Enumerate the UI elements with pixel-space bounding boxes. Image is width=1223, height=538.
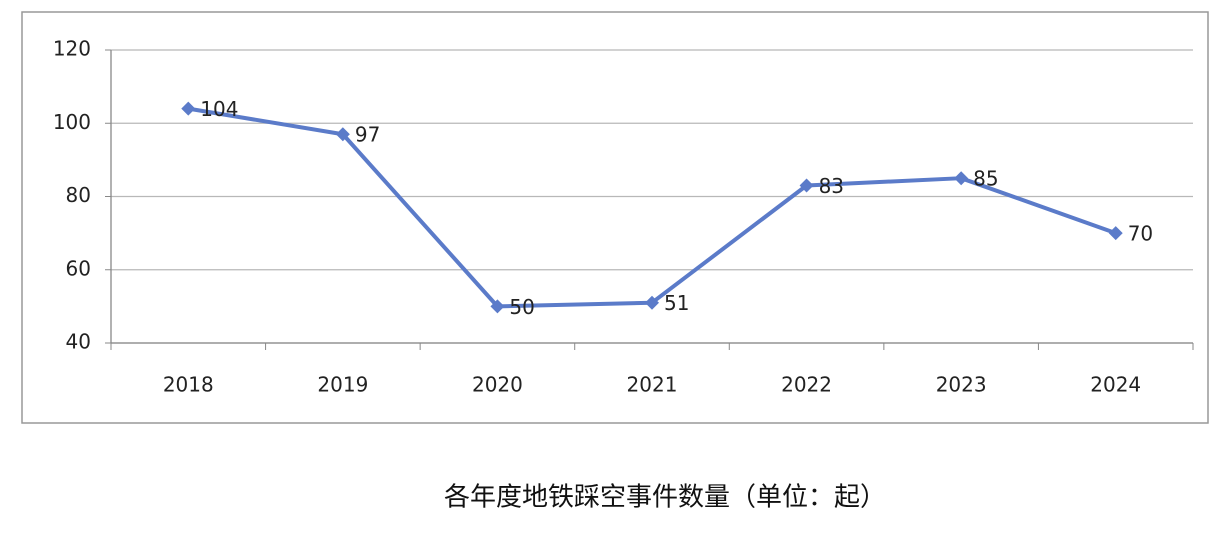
x-tick-label: 2018 [163, 373, 214, 397]
chart-caption: 各年度地铁踩空事件数量（单位：起） [444, 483, 886, 513]
x-tick-label: 2023 [936, 373, 987, 397]
data-label: 51 [664, 291, 689, 315]
y-tick-label: 40 [66, 330, 91, 354]
y-tick-label: 60 [66, 256, 91, 280]
chart-frame [21, 11, 1209, 424]
data-point [954, 171, 969, 186]
data-label: 50 [509, 295, 534, 319]
x-tick-label: 2022 [781, 373, 832, 397]
y-tick-label: 80 [66, 183, 91, 207]
x-tick-label: 2019 [317, 373, 368, 397]
data-label: 70 [1128, 222, 1153, 246]
x-tick-label: 2024 [1090, 373, 1141, 397]
data-point [490, 299, 505, 314]
data-point [799, 178, 814, 193]
data-point [181, 101, 196, 116]
x-tick-label: 2020 [472, 373, 523, 397]
y-tick-label: 100 [53, 110, 91, 134]
y-tick-label: 120 [53, 37, 91, 61]
data-label: 104 [200, 97, 238, 121]
data-label: 83 [819, 174, 844, 198]
data-label: 97 [355, 123, 380, 147]
x-tick-label: 2021 [627, 373, 678, 397]
data-point [335, 127, 350, 142]
data-point [1108, 226, 1123, 241]
data-point [645, 295, 659, 310]
data-label: 85 [973, 167, 998, 191]
